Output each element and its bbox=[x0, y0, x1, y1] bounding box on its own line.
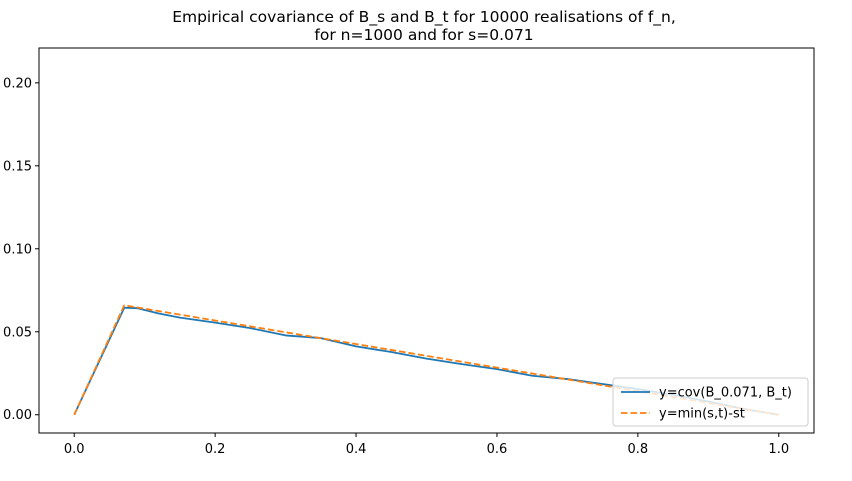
y-axis: 0.00 0.05 0.10 0.15 0.20 bbox=[3, 76, 39, 423]
y-tick-label: 0.05 bbox=[3, 325, 32, 340]
legend-box bbox=[612, 377, 809, 427]
x-tick-label: 0.4 bbox=[346, 442, 367, 457]
chart-subtitle: for n=1000 and for s=0.071 bbox=[314, 26, 533, 44]
x-tick-label: 0.6 bbox=[487, 442, 508, 457]
y-tick-label: 0.10 bbox=[3, 242, 32, 257]
y-tick-label: 0.15 bbox=[3, 159, 32, 174]
plot-area bbox=[38, 47, 815, 434]
series-line-2 bbox=[73, 304, 779, 416]
x-tick-label: 1.0 bbox=[768, 442, 789, 457]
y-tick-label: 0.00 bbox=[3, 408, 32, 423]
legend-label-1: y=cov(B_0.071, B_t) bbox=[659, 386, 792, 401]
y-tick-label: 0.20 bbox=[3, 76, 32, 91]
legend: y=cov(B_0.071, B_t) y=min(s,t)-st bbox=[612, 377, 809, 427]
x-tick-label: 0.0 bbox=[64, 442, 85, 457]
x-axis: 0.0 0.2 0.4 0.6 0.8 1.0 bbox=[64, 433, 789, 457]
plot-frame bbox=[38, 47, 815, 434]
x-tick-label: 0.8 bbox=[628, 442, 649, 457]
chart-title: Empirical covariance of B_s and B_t for … bbox=[172, 8, 676, 27]
x-tick-label: 0.2 bbox=[205, 442, 226, 457]
legend-label-2: y=min(s,t)-st bbox=[659, 407, 745, 422]
